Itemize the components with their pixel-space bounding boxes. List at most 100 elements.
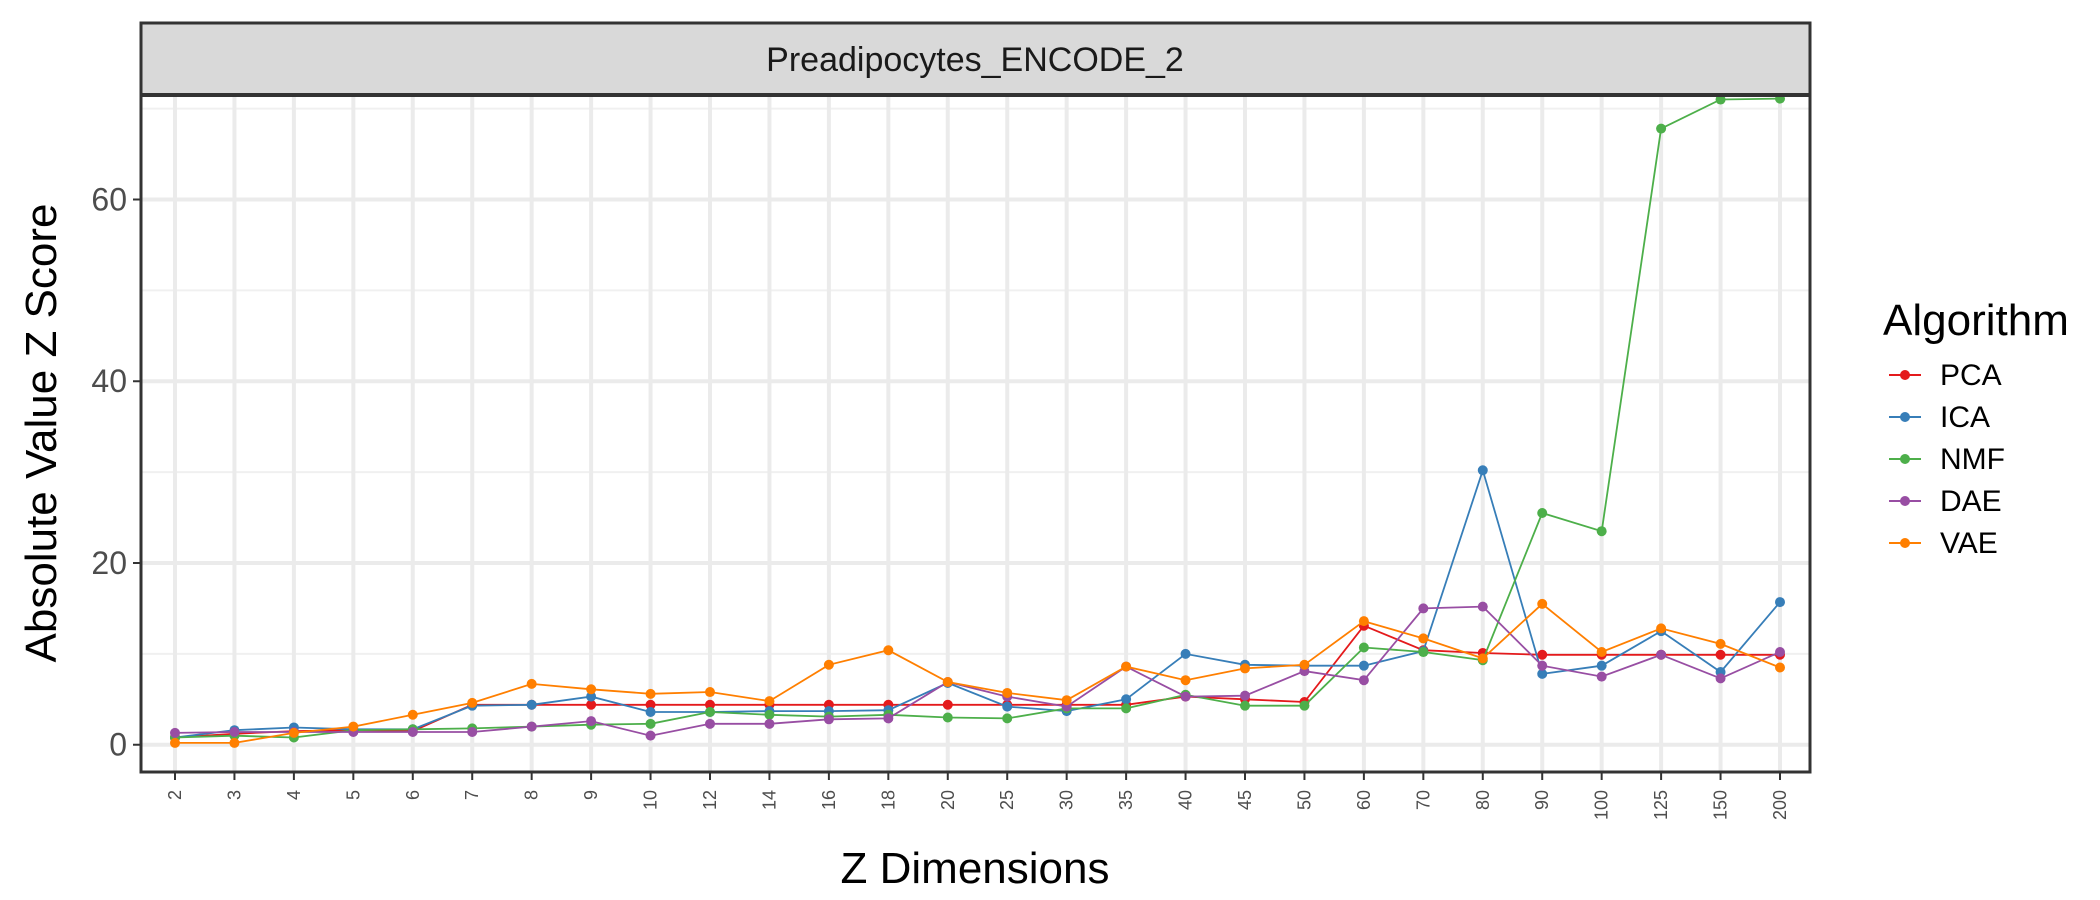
data-point-vae — [1477, 653, 1488, 664]
data-point-pca — [1715, 649, 1726, 660]
data-point-nmf — [1596, 526, 1607, 537]
data-point-vae — [229, 737, 240, 748]
legend-key-point — [1900, 370, 1910, 380]
data-point-dae — [1775, 647, 1785, 658]
data-point-ica — [526, 699, 537, 710]
legend-key-point — [1900, 412, 1910, 422]
data-point-pca — [1537, 649, 1548, 660]
facet-title: Preadipocytes_ENCODE_2 — [766, 41, 1184, 79]
y-tick-label: 40 — [91, 363, 127, 399]
data-point-dae — [229, 727, 240, 738]
data-point-dae — [1537, 660, 1548, 671]
x-tick-label: 16 — [819, 790, 839, 810]
data-point-vae — [407, 709, 418, 720]
data-point-ica — [586, 691, 597, 702]
x-tick-label: 60 — [1354, 790, 1374, 810]
series-line-vae — [175, 602, 1781, 744]
data-point-vae — [942, 677, 953, 688]
data-point-dae — [586, 716, 597, 727]
data-point-dae — [645, 730, 656, 741]
legend-item-dae: DAE — [1889, 485, 2002, 518]
data-point-vae — [467, 697, 478, 708]
x-tick-label: 14 — [759, 790, 779, 810]
data-point-nmf — [1715, 94, 1726, 105]
y-tick-label: 60 — [91, 182, 127, 218]
x-tick-label: 90 — [1532, 790, 1552, 810]
x-axis-ticks: 2 3 4 5 6 7 8 9 10 12 14 16 18 20 25 30 35 40 45 50 60 70 80 90… — [165, 772, 1790, 820]
data-point-nmf — [705, 707, 715, 718]
data-point-vae — [348, 721, 359, 732]
x-tick-label: 70 — [1413, 790, 1433, 810]
x-tick-label: 5 — [343, 790, 363, 800]
x-tick-label: 40 — [1176, 790, 1196, 810]
legend-item-vae: VAE — [1889, 527, 1998, 560]
data-point-dae — [1418, 603, 1429, 614]
y-tick-label: 0 — [109, 727, 127, 763]
legend-label-pca: PCA — [1940, 359, 2002, 392]
data-point-vae — [1537, 598, 1548, 609]
data-point-vae — [1061, 695, 1072, 706]
data-point-dae — [1180, 691, 1191, 702]
data-point-nmf — [942, 712, 953, 723]
data-point-dae — [407, 727, 418, 738]
data-point-nmf — [1002, 713, 1013, 724]
data-point-nmf — [1299, 700, 1310, 711]
legend-key-point — [1900, 538, 1910, 548]
data-point-dae — [705, 718, 715, 729]
x-tick-label: 6 — [403, 790, 423, 800]
data-point-dae — [170, 727, 180, 738]
data-point-nmf — [1537, 508, 1548, 519]
data-point-ica — [1358, 660, 1369, 671]
data-point-pca — [942, 699, 953, 710]
data-point-vae — [1180, 675, 1191, 686]
legend-title: Algorithm — [1883, 296, 2069, 345]
x-tick-label: 100 — [1592, 790, 1612, 820]
data-point-ica — [1775, 597, 1785, 608]
data-point-vae — [586, 684, 597, 695]
x-tick-label: 25 — [997, 790, 1017, 810]
data-point-dae — [467, 727, 478, 738]
data-point-nmf — [645, 718, 656, 729]
data-point-vae — [645, 688, 656, 699]
legend-item-pca: PCA — [1889, 359, 2002, 392]
data-point-vae — [1715, 638, 1726, 649]
data-point-dae — [764, 718, 775, 729]
facet-strip — [139, 21, 1812, 97]
y-tick-label: 20 — [91, 545, 127, 581]
data-point-nmf — [764, 709, 775, 720]
x-tick-label: 4 — [284, 790, 304, 800]
x-tick-label: 8 — [522, 790, 542, 800]
data-point-dae — [1656, 649, 1667, 660]
x-tick-label: 35 — [1116, 790, 1136, 810]
x-tick-label: 2 — [165, 790, 185, 800]
data-point-dae — [1358, 675, 1369, 686]
x-tick-label: 200 — [1770, 790, 1790, 820]
y-axis-title: Absolute Value Z Score — [17, 204, 66, 663]
data-point-vae — [1240, 663, 1250, 674]
x-tick-label: 80 — [1473, 790, 1493, 810]
data-point-pca — [586, 699, 597, 710]
series-line-ica — [174, 467, 1781, 739]
data-point-dae — [883, 713, 894, 724]
data-point-pca — [705, 699, 715, 710]
data-point-pca — [645, 699, 656, 710]
x-tick-label: 50 — [1294, 790, 1314, 810]
data-point-dae — [1715, 673, 1726, 684]
data-point-nmf — [1358, 642, 1369, 653]
data-point-vae — [823, 659, 834, 670]
data-point-dae — [823, 714, 834, 725]
data-point-dae — [1596, 671, 1607, 682]
y-axis-ticks: 0 20 40 60 — [91, 182, 141, 763]
series-line-nmf — [174, 97, 1781, 739]
x-tick-label: 125 — [1651, 790, 1671, 820]
data-point-vae — [170, 737, 180, 748]
data-point-ica — [1121, 694, 1132, 705]
data-point-vae — [705, 687, 715, 698]
data-point-nmf — [1418, 647, 1429, 658]
legend-label-dae: DAE — [1940, 485, 2002, 518]
x-tick-label: 18 — [878, 790, 898, 810]
data-point-vae — [1418, 633, 1429, 644]
data-point-nmf — [1121, 703, 1132, 714]
x-tick-label: 7 — [462, 790, 482, 800]
data-point-vae — [288, 727, 299, 738]
